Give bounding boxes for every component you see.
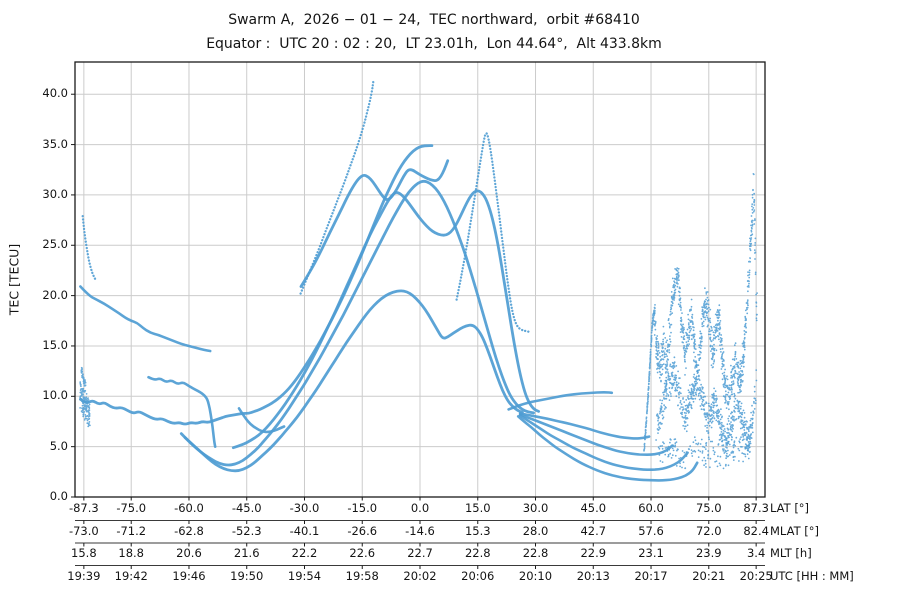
x-tick-label-mlt: 21.6: [233, 546, 260, 560]
x-tick-label-lat: 0.0: [410, 501, 430, 515]
x-tick-label-mlat: -52.3: [231, 523, 262, 538]
x-tick-label-utc: 19:39: [67, 568, 101, 583]
x-tick-label-mlt: 3.4: [746, 546, 766, 560]
y-tick-label: 30.0: [42, 186, 68, 201]
x-tick-label-utc: 20:06: [461, 568, 495, 583]
x-tick-label-mlt: 22.7: [407, 546, 433, 560]
x-tick-label-mlat: -62.8: [174, 523, 204, 538]
y-tick-label: 20.0: [42, 287, 68, 302]
x-tick-label-lat: -45.0: [231, 501, 262, 515]
noise-aurora-rise-streak: [643, 303, 656, 452]
x-tick-label-utc: 20:13: [576, 568, 610, 583]
x-tick-label-utc: 20:17: [634, 568, 668, 583]
x-tick-label-mlat: -71.2: [116, 523, 147, 538]
x-tick-label-mlt: 22.6: [349, 546, 376, 560]
x-tick-label-mlt: 22.2: [291, 546, 318, 560]
x-tick-label-lat: 30.0: [522, 501, 549, 515]
x-tick-label-lat: 15.0: [464, 501, 491, 515]
series-spike-left-of-center: [299, 79, 375, 295]
series-arc-hook-high: [79, 144, 434, 426]
series-fan-up: [507, 391, 614, 411]
x-tick-label-utc: 20:25: [739, 568, 773, 583]
x-tick-label-lat: -75.0: [116, 501, 147, 515]
x-tick-label-lat: -30.0: [289, 501, 320, 515]
y-tick-label: 10.0: [42, 388, 68, 403]
x-tick-label-lat: 60.0: [638, 501, 664, 515]
x-tick-label-mlat: 15.3: [464, 523, 491, 538]
x-tick-label-utc: 20:21: [692, 568, 726, 583]
x-tick-label-lat: 75.0: [695, 501, 722, 515]
series-spike-right-of-center: [455, 132, 531, 334]
x-tick-label-mlat: 72.0: [695, 523, 722, 538]
x-tick-label-mlat: -40.1: [289, 523, 320, 538]
x-tick-label-lat: 45.0: [580, 501, 607, 515]
x-tick-label-mlt: 20.6: [176, 546, 202, 560]
x-tick-label-utc: 19:42: [114, 568, 148, 583]
x-tick-label-mlt: 23.9: [695, 546, 722, 560]
x-tick-label-mlt: 15.8: [71, 546, 97, 560]
x-tick-label-utc: 19:54: [287, 568, 322, 583]
x-tick-label-utc: 20:10: [518, 568, 553, 583]
x-tick-label-mlat: 57.6: [638, 523, 664, 538]
x-tick-label-mlat: -14.6: [405, 523, 435, 538]
chart-title: Swarm A, 2026 − 01 − 24, TEC northward, …: [228, 12, 640, 28]
noise-left-edge-blob-top: [80, 366, 87, 387]
x-tick-label-mlat: -26.6: [347, 523, 378, 538]
y-tick-label: 35.0: [42, 136, 68, 151]
x-tick-label-mlat: -73.0: [68, 523, 99, 538]
series-polar-left-spike: [81, 214, 97, 281]
x-tick-label-utc: 19:58: [345, 568, 379, 583]
y-tick-label: 0.0: [49, 489, 68, 503]
y-tick-label: 15.0: [42, 337, 68, 352]
x-tick-label-mlt: 22.8: [464, 546, 491, 560]
series-arc-right-hump: [231, 189, 540, 450]
series-short-hook: [237, 407, 286, 434]
series-fan-4: [518, 414, 689, 472]
x-tick-label-mlat: 28.0: [522, 523, 549, 538]
x-row-label: MLAT [°]: [770, 523, 819, 538]
x-tick-label-mlt: 23.1: [638, 546, 664, 560]
x-tick-label-mlt: 22.9: [580, 546, 607, 560]
series-mid-wiggly-drop: [147, 375, 217, 448]
chart-subtitle: Equator : UTC 20 : 02 : 20, LT 23.01h, L…: [206, 36, 662, 52]
x-tick-label-lat: -60.0: [174, 501, 204, 515]
series-left-descent: [79, 285, 212, 353]
noise-left-edge-blob: [79, 381, 91, 428]
series-arc-central: [179, 179, 535, 467]
x-row-label: LAT [°]: [770, 501, 810, 515]
noise-polar-noise-deep: [657, 436, 752, 470]
noise-polar-noise-lower: [655, 356, 758, 460]
y-tick-label: 25.0: [42, 237, 68, 252]
y-tick-label: 5.0: [49, 438, 68, 453]
x-row-label: MLT [h]: [770, 546, 812, 560]
y-axis-label: TEC [TECU]: [6, 243, 22, 316]
x-tick-label-utc: 19:46: [172, 568, 206, 583]
series-fan-3: [518, 413, 674, 456]
x-tick-label-mlat: 82.4: [743, 523, 769, 538]
x-row-label: UTC [HH : MM]: [770, 568, 854, 583]
series-fan-5: [516, 415, 699, 482]
x-tick-label-mlt: 18.8: [118, 546, 144, 560]
x-tick-label-lat: -87.3: [68, 501, 99, 515]
series-fan-2: [518, 412, 651, 440]
noise-polar-noise-upper: [652, 172, 758, 417]
x-tick-label-lat: -15.0: [347, 501, 378, 515]
x-tick-label-mlt: 22.8: [522, 546, 549, 560]
x-tick-label-utc: 19:50: [230, 568, 264, 583]
y-tick-label: 40.0: [42, 86, 68, 101]
series-arc-mid: [183, 289, 524, 473]
x-tick-label-utc: 20:02: [403, 568, 437, 583]
x-tick-label-lat: 87.3: [743, 501, 769, 515]
x-tick-label-mlat: 42.7: [580, 523, 607, 538]
